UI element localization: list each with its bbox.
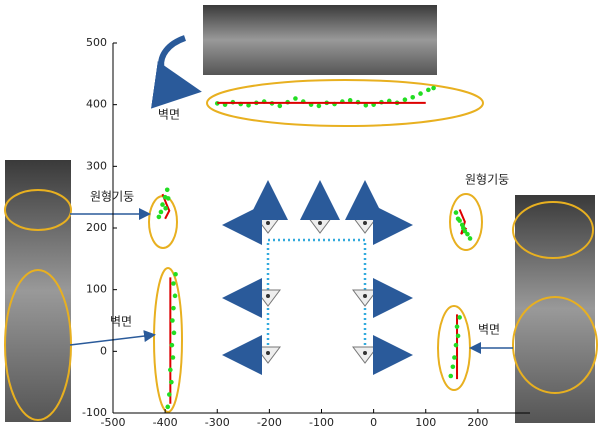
data-point <box>455 324 460 329</box>
data-point <box>171 355 176 360</box>
annotation: 벽면 <box>478 323 500 337</box>
photo <box>203 5 437 75</box>
x-tick-label: -400 <box>153 416 178 429</box>
data-point <box>451 364 456 369</box>
data-point <box>461 226 466 231</box>
data-point <box>157 215 162 220</box>
arrow <box>70 335 153 345</box>
data-point <box>165 187 170 192</box>
annotation: 원형기둥 <box>90 190 134 204</box>
y-tick-label: 0 <box>100 344 107 357</box>
x-tick-label: 200 <box>467 416 488 429</box>
data-point <box>168 368 173 373</box>
y-tick-label: 400 <box>86 98 107 111</box>
x-tick-label: -100 <box>309 416 334 429</box>
x-tick-label: -300 <box>205 416 230 429</box>
data-point <box>171 306 176 311</box>
robot-dot <box>318 221 322 225</box>
data-point <box>457 218 462 223</box>
data-point <box>170 343 175 348</box>
data-point <box>163 206 168 211</box>
data-point <box>457 315 462 320</box>
data-point <box>410 95 415 100</box>
data-point <box>173 294 178 299</box>
y-tick-label: 200 <box>86 221 107 234</box>
annotation: 원형기둥 <box>465 173 509 187</box>
data-point <box>167 392 172 397</box>
robot-dot <box>266 294 270 298</box>
x-tick-label: 0 <box>370 416 377 429</box>
data-point <box>165 405 170 410</box>
robot-dot <box>363 221 367 225</box>
data-point <box>452 355 457 360</box>
x-tick-label: -500 <box>101 416 126 429</box>
data-point <box>448 374 453 379</box>
data-point <box>317 104 322 109</box>
y-tick-label: 100 <box>86 283 107 296</box>
data-point <box>160 202 165 207</box>
y-tick-label: 500 <box>86 36 107 49</box>
y-tick-label: 300 <box>86 159 107 172</box>
ellipse <box>450 194 482 250</box>
data-point <box>454 343 459 348</box>
robot-dot <box>363 351 367 355</box>
data-point <box>418 91 423 96</box>
annotation: 벽면 <box>110 315 132 329</box>
data-point <box>159 210 164 215</box>
data-point <box>278 104 283 109</box>
robot-dot <box>363 294 367 298</box>
data-point <box>172 331 177 336</box>
ellipse <box>154 268 182 412</box>
robot-dot <box>266 351 270 355</box>
robot-dot <box>266 221 270 225</box>
path <box>268 240 365 345</box>
data-point <box>293 96 298 101</box>
x-tick-label: 100 <box>415 416 436 429</box>
data-point <box>426 88 431 93</box>
annotation: 벽면 <box>158 108 180 122</box>
data-point <box>454 210 459 215</box>
data-point <box>403 97 408 102</box>
figure: -1000100200300400500-500-400-300-200-100… <box>0 0 598 429</box>
data-point <box>171 281 176 286</box>
data-point <box>431 86 436 91</box>
data-point <box>170 318 175 323</box>
data-point <box>169 380 174 385</box>
data-point <box>166 196 171 201</box>
x-tick-label: -200 <box>257 416 282 429</box>
data-point <box>173 272 178 277</box>
data-point <box>468 236 473 241</box>
data-point <box>465 232 470 237</box>
arrow <box>161 38 190 90</box>
ellipse <box>438 306 470 390</box>
decor <box>5 5 597 423</box>
robots <box>232 190 403 363</box>
data-point <box>456 334 461 339</box>
